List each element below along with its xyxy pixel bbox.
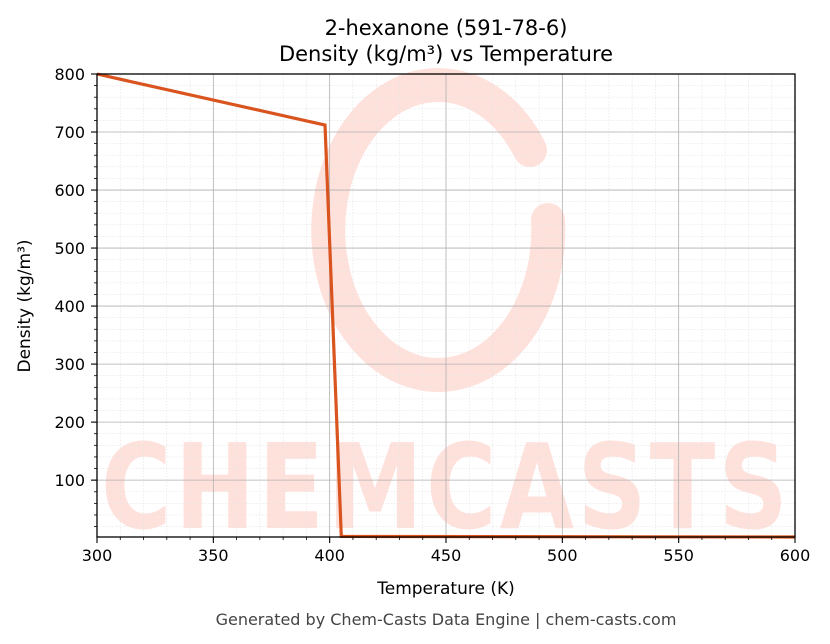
watermark-logo-arc bbox=[311, 68, 566, 392]
y-tick-label: 700 bbox=[54, 123, 85, 142]
watermark: CHEMCASTS bbox=[101, 68, 791, 556]
x-tick-label: 550 bbox=[663, 546, 694, 565]
y-tick-label: 300 bbox=[54, 355, 85, 374]
major-grid bbox=[96, 73, 796, 537]
x-tick-label: 350 bbox=[198, 546, 229, 565]
y-tick-label: 100 bbox=[54, 471, 85, 490]
x-tick-label: 400 bbox=[314, 546, 345, 565]
chart-title: 2-hexanone (591-78-6) bbox=[325, 16, 568, 40]
x-tick-label: 600 bbox=[780, 546, 811, 565]
x-tick-label: 450 bbox=[431, 546, 462, 565]
footer-credit: Generated by Chem-Casts Data Engine | ch… bbox=[216, 610, 677, 629]
x-axis-label: Temperature (K) bbox=[376, 579, 515, 599]
x-tick-label: 300 bbox=[82, 546, 113, 565]
y-axis-label: Density (kg/m³) bbox=[15, 239, 35, 372]
y-tick-label: 800 bbox=[54, 65, 85, 84]
y-tick-labels: 100 200 300 400 500 600 700 800 bbox=[54, 65, 85, 490]
x-tick-labels: 300 350 400 450 500 550 600 bbox=[82, 546, 811, 565]
chart-subtitle: Density (kg/m³) vs Temperature bbox=[279, 42, 613, 66]
x-tick-label: 500 bbox=[547, 546, 578, 565]
y-tick-label: 600 bbox=[54, 181, 85, 200]
y-tick-label: 500 bbox=[54, 239, 85, 258]
major-ticks bbox=[91, 73, 796, 543]
y-tick-label: 200 bbox=[54, 413, 85, 432]
watermark-text: CHEMCASTS bbox=[101, 418, 791, 556]
y-tick-label: 400 bbox=[54, 297, 85, 316]
